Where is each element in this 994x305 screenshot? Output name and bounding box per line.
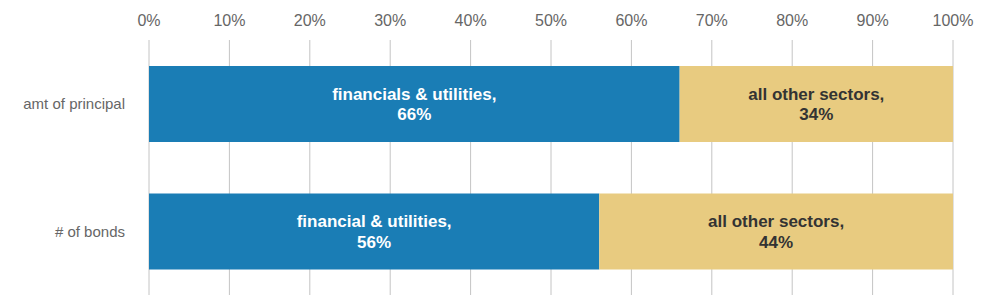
svg-text:40%: 40% — [455, 12, 487, 29]
svg-text:70%: 70% — [696, 12, 728, 29]
svg-text:80%: 80% — [776, 12, 808, 29]
svg-text:50%: 50% — [535, 12, 567, 29]
svg-text:financials & utilities,66%: financials & utilities,66% — [332, 85, 496, 124]
svg-text:10%: 10% — [213, 12, 245, 29]
svg-text:all other sectors,34%: all other sectors,34% — [748, 85, 884, 124]
svg-text:all other sectors,44%: all other sectors,44% — [708, 212, 844, 251]
svg-text:100%: 100% — [933, 12, 974, 29]
svg-text:90%: 90% — [857, 12, 889, 29]
svg-text:amt of principal: amt of principal — [23, 95, 125, 112]
svg-text:0%: 0% — [137, 12, 160, 29]
svg-text:financial & utilities,56%: financial & utilities,56% — [297, 212, 452, 251]
svg-text:30%: 30% — [374, 12, 406, 29]
svg-text:20%: 20% — [294, 12, 326, 29]
svg-text:# of bonds: # of bonds — [55, 223, 125, 240]
svg-text:60%: 60% — [615, 12, 647, 29]
